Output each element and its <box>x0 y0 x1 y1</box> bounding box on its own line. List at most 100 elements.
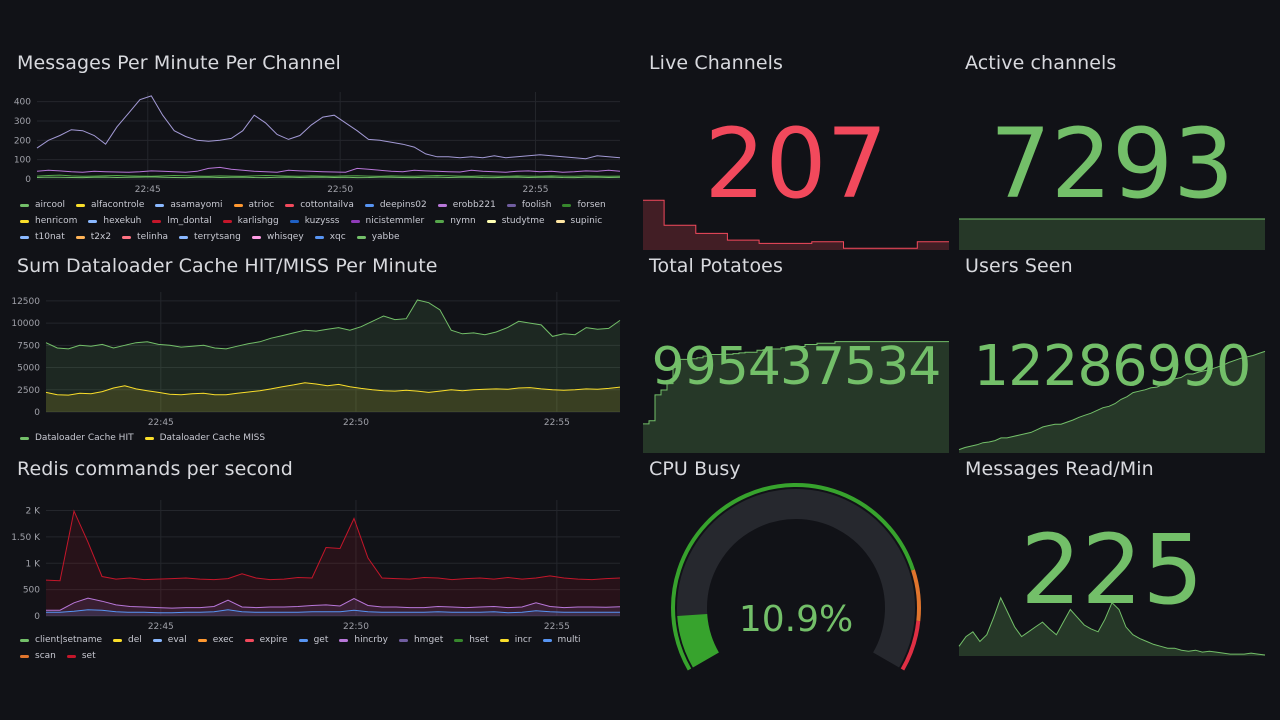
legend-item-alfacontrole[interactable]: alfacontrole <box>75 200 145 210</box>
active-channels-sparkline <box>959 218 1265 250</box>
legend-item-t10nat[interactable]: t10nat <box>20 232 65 242</box>
legend-label: karlishgg <box>237 216 279 226</box>
panel-title[interactable]: Active channels <box>965 52 1117 74</box>
sparkline-area <box>959 351 1265 453</box>
legend-item-terrytsang[interactable]: terrytsang <box>179 232 241 242</box>
series-hincrby-line[interactable] <box>46 597 621 611</box>
legend-label: alfacontrole <box>90 200 145 210</box>
panel-title[interactable]: Live Channels <box>649 52 784 74</box>
legend-swatch <box>20 235 29 239</box>
legend-item-set[interactable]: set <box>66 651 96 661</box>
legend-item-supinic[interactable]: supinic <box>555 216 602 226</box>
panel-title[interactable]: CPU Busy <box>649 458 741 480</box>
legend-item-whisqey[interactable]: whisqey <box>251 232 304 242</box>
legend-item-dataloader-cache-hit[interactable]: Dataloader Cache HIT <box>20 433 134 443</box>
series-nymn-line[interactable] <box>36 174 621 177</box>
legend-swatch <box>555 219 565 223</box>
legend-item-hset[interactable]: hset <box>454 635 489 645</box>
y-tick-label: 300 <box>14 117 31 127</box>
legend-item-karlishgg[interactable]: karlishgg <box>222 216 279 226</box>
total-potatoes-sparkline <box>643 341 949 453</box>
messages-chart[interactable]: 400 300 200 100 0 22:45 22:50 22:55 <box>14 52 629 202</box>
panel-messages-read: Messages Read/Min 225 <box>958 458 1266 656</box>
cpu-gauge <box>671 482 921 671</box>
series-foolish-line[interactable] <box>36 95 621 160</box>
legend-swatch <box>298 638 308 642</box>
series-dataloader-cache-hit-area <box>46 300 620 412</box>
legend-item-hincrby[interactable]: hincrby <box>339 635 388 645</box>
legend-swatch <box>20 203 29 207</box>
legend-swatch <box>244 638 254 642</box>
messages-read-sparkline <box>958 596 1266 656</box>
legend-swatch <box>152 638 162 642</box>
legend-item-yabbe[interactable]: yabbe <box>356 232 400 242</box>
legend-label: hmget <box>413 635 444 645</box>
y-tick-label: 500 <box>23 586 40 596</box>
legend-label: hset <box>469 635 489 645</box>
gauge-threshold-red <box>900 620 921 671</box>
legend-label: aircool <box>35 200 65 210</box>
legend-item-telinha[interactable]: telinha <box>122 232 168 242</box>
dataloader-chart[interactable]: 12500 10000 7500 5000 2500 0 22:45 22:50 22:55 <box>11 255 629 435</box>
legend-item-nymn[interactable]: nymn <box>435 216 476 226</box>
series-dataloader-cache-miss-line[interactable] <box>45 382 621 396</box>
y-tick-label: 7500 <box>17 341 40 351</box>
legend-item-lm-dontal[interactable]: lm_dontal <box>152 216 212 226</box>
legend-item-xqc[interactable]: xqc <box>314 232 346 242</box>
legend-item-aircool[interactable]: aircool <box>20 200 65 210</box>
legend-item-forsen[interactable]: forsen <box>562 200 606 210</box>
legend-item-multi[interactable]: multi <box>542 635 581 645</box>
y-tick-label: 10000 <box>11 319 40 329</box>
legend-item-cottontailva[interactable]: cottontailva <box>285 200 354 210</box>
legend-item-atrioc[interactable]: atrioc <box>233 200 274 210</box>
legend-item-hexekuh[interactable]: hexekuh <box>88 216 141 226</box>
legend-item-client-setname[interactable]: client|setname <box>20 635 102 645</box>
panel-title[interactable]: Sum Dataloader Cache HIT/MISS Per Minute <box>17 255 438 277</box>
legend-label: telinha <box>137 232 169 242</box>
series-dataloader-cache-hit-line[interactable] <box>45 299 621 350</box>
legend-item-dataloader-cache-miss[interactable]: Dataloader Cache MISS <box>144 433 265 443</box>
legend-item-hmget[interactable]: hmget <box>398 635 444 645</box>
legend-swatch <box>197 638 207 642</box>
panel-title[interactable]: Users Seen <box>965 255 1073 277</box>
sparkline-area <box>643 200 949 250</box>
panel-title[interactable]: Messages Per Minute Per Channel <box>17 52 341 74</box>
legend-label: scan <box>35 651 56 661</box>
series-set-line[interactable] <box>45 509 621 582</box>
series-aircool-line[interactable] <box>36 176 621 179</box>
legend-swatch <box>122 235 132 239</box>
legend-item-incr[interactable]: incr <box>499 635 532 645</box>
legend-item-henricom[interactable]: henricom <box>20 216 77 226</box>
legend-swatch <box>398 638 408 642</box>
legend-swatch <box>233 203 243 207</box>
legend-item-get[interactable]: get <box>298 635 328 645</box>
series-erobb221-line[interactable] <box>36 166 621 173</box>
legend-item-studytme[interactable]: studytme <box>486 216 545 226</box>
legend-item-exec[interactable]: exec <box>197 635 234 645</box>
legend-item-expire[interactable]: expire <box>244 635 288 645</box>
panel-title[interactable]: Messages Read/Min <box>965 458 1154 480</box>
series-get-line[interactable] <box>46 609 620 614</box>
stat-value: 12286990 <box>973 334 1251 399</box>
legend-item-eval[interactable]: eval <box>152 635 187 645</box>
legend-label: asamayomi <box>170 200 223 210</box>
legend-item-deepins02[interactable]: deepins02 <box>364 200 427 210</box>
legend-item-nicistemmler[interactable]: nicistemmler <box>350 216 424 226</box>
x-tick-label: 22:45 <box>148 622 174 632</box>
x-tick-label: 22:55 <box>544 418 570 428</box>
panel-redis-commands: Redis commands per second 2 K 1.50 K 1 K 50… <box>11 458 629 661</box>
redis-chart[interactable]: 2 K 1.50 K 1 K 500 0 22:45 22:50 22:55 <box>11 458 629 638</box>
legend-item-del[interactable]: del <box>113 635 142 645</box>
sparkline-line <box>958 350 1266 451</box>
legend-item-erobb221[interactable]: erobb221 <box>437 200 496 210</box>
legend-item-kuzysss[interactable]: kuzysss <box>289 216 340 226</box>
y-tick-label: 2500 <box>17 386 40 396</box>
legend-item-t2x2[interactable]: t2x2 <box>75 232 111 242</box>
panel-title[interactable]: Total Potatoes <box>649 255 783 277</box>
legend-item-scan[interactable]: scan <box>20 651 56 661</box>
panel-title[interactable]: Redis commands per second <box>17 458 293 480</box>
y-tick-label: 200 <box>14 136 31 146</box>
legend-item-asamayomi[interactable]: asamayomi <box>155 200 223 210</box>
legend-item-foolish[interactable]: foolish <box>506 200 551 210</box>
legend-swatch <box>562 203 572 207</box>
